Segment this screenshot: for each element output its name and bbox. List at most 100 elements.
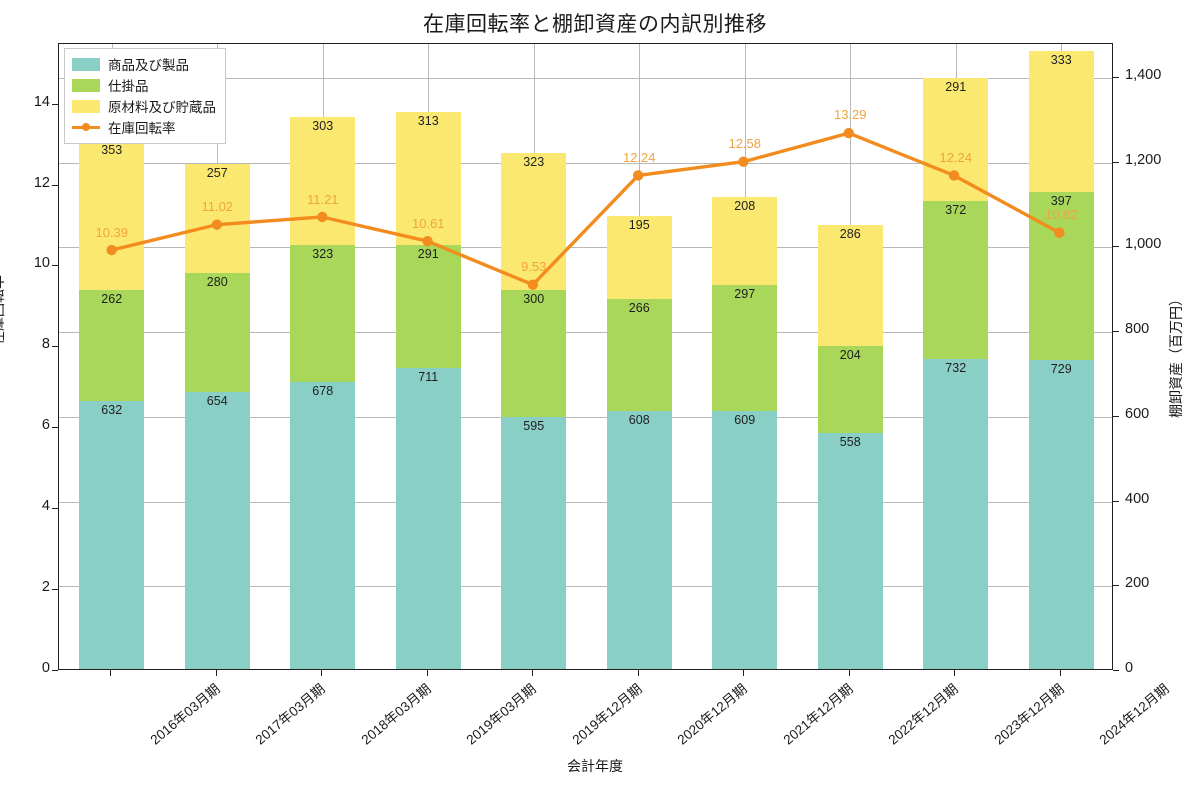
x-axis-tickmark — [1059, 670, 1061, 676]
line-value-label: 13.29 — [833, 107, 867, 123]
y-axis-right-tick-label: 200 — [1125, 575, 1150, 592]
legend-item[interactable]: 在庫回転率 — [72, 117, 216, 137]
bar-segment-wip[interactable]: 266 — [606, 298, 672, 412]
x-axis-tick-label: 2018年03月期 — [358, 681, 434, 748]
y-axis-right-tickmark — [1113, 415, 1119, 417]
bar-segment-product[interactable]: 558 — [817, 432, 883, 669]
line-series-layer — [106, 127, 1065, 290]
line-value-label: 12.58 — [728, 136, 762, 152]
plot-area: 632 262 353 654 280 257 678 323 303 711 291 313 595 3… — [58, 43, 1113, 670]
gridline-horizontal — [59, 332, 1112, 334]
legend-label: 商品及び製品 — [108, 58, 189, 73]
gridline-horizontal — [59, 501, 1112, 503]
y-axis-left-tick-label: 14 — [33, 93, 50, 110]
y-axis-left-tickmark — [52, 265, 58, 267]
bar-segment-wip[interactable]: 280 — [184, 273, 250, 392]
line-value-label: 10.61 — [411, 215, 445, 231]
bar-stack[interactable]: 558 204 286 — [817, 225, 883, 669]
y-axis-left-tick-label: 0 — [41, 660, 50, 676]
y-axis-right-tick-label: 1,200 — [1125, 151, 1162, 168]
line-point-marker[interactable] — [211, 219, 223, 230]
y-axis-right-tickmark — [1113, 500, 1119, 502]
y-axis-left-tick-label: 6 — [41, 417, 50, 434]
line-value-label: 10.39 — [95, 224, 129, 240]
y-axis-right-tickmark — [1113, 670, 1119, 671]
y-axis-left-tickmark — [52, 184, 58, 186]
legend-label: 在庫回転率 — [108, 121, 176, 136]
x-axis-tickmark — [321, 670, 323, 676]
legend-swatch-icon — [72, 57, 100, 71]
line-point-marker[interactable] — [1054, 227, 1065, 238]
y-axis-left-tickmark — [52, 103, 58, 105]
legend-label: 仕掛品 — [108, 79, 149, 94]
bar-stack[interactable]: 654 280 257 — [184, 164, 250, 669]
line-value-label: 9.53 — [521, 259, 547, 275]
bar-segment-wip[interactable]: 204 — [817, 346, 883, 433]
bar-segment-material[interactable]: 323 — [501, 153, 567, 290]
x-axis-tick-label: 2020年12月期 — [674, 681, 751, 748]
y-axis-left-title: 在庫回転率 — [0, 275, 6, 345]
line-point-marker[interactable] — [317, 211, 328, 223]
x-axis-tick-label: 2019年03月期 — [463, 681, 540, 748]
bar-segment-wip[interactable]: 372 — [923, 201, 989, 359]
legend-item[interactable]: 商品及び製品 — [72, 54, 216, 74]
turnover-line — [109, 131, 1062, 287]
bar-segment-material[interactable]: 286 — [817, 225, 883, 347]
bar-segment-product[interactable]: 654 — [184, 391, 250, 669]
x-axis-tickmark — [532, 670, 534, 676]
gridline-horizontal — [59, 77, 1112, 79]
y-axis-right-tickmark — [1113, 76, 1119, 78]
y-axis-left-tickmark — [52, 589, 58, 591]
bar-stack[interactable]: 678 323 303 — [290, 116, 356, 669]
bar-segment-product[interactable]: 732 — [923, 358, 989, 669]
y-axis-right-tickmark — [1113, 331, 1119, 333]
y-axis-left-tickmark — [52, 427, 58, 429]
y-axis-right-title: 棚卸資産（百万円） — [1168, 292, 1184, 418]
y-axis-left-tick-label: 8 — [41, 336, 50, 353]
legend-item[interactable]: 原材料及び貯蔵品 — [72, 96, 216, 116]
bar-segment-material[interactable]: 208 — [712, 197, 778, 286]
gridline-horizontal — [59, 247, 1112, 249]
x-axis-tick-label: 2024年12月期 — [1096, 681, 1173, 748]
chart-title: 在庫回転率と棚卸資産の内訳別推移 — [423, 13, 767, 36]
bar-segment-material[interactable]: 291 — [923, 78, 989, 202]
line-value-label: 12.24 — [622, 149, 656, 165]
line-point-marker[interactable] — [106, 244, 117, 256]
x-axis-tick-label: 2019年12月期 — [569, 681, 645, 748]
y-axis-right-tick-label: 1,000 — [1125, 236, 1162, 253]
y-axis-right-tick-label: 600 — [1125, 405, 1150, 422]
line-point-marker[interactable] — [843, 127, 854, 139]
y-axis-right-tick-label: 0 — [1125, 660, 1134, 676]
y-axis-left-tickmark — [52, 508, 58, 510]
bar-segment-product[interactable]: 678 — [290, 381, 356, 669]
x-axis-title: 会計年度 — [567, 758, 623, 774]
x-axis-tick-label: 2023年12月期 — [991, 681, 1067, 748]
y-axis-right-tickmark — [1113, 585, 1119, 587]
y-axis-right-tick-label: 400 — [1125, 490, 1150, 507]
y-axis-left-tickmark — [52, 670, 58, 671]
bar-segment-product[interactable]: 711 — [395, 367, 461, 669]
gridline-horizontal — [59, 586, 1112, 588]
line-value-label: 12.24 — [939, 149, 973, 165]
line-point-marker[interactable] — [738, 156, 749, 167]
line-point-marker[interactable] — [948, 170, 960, 181]
y-axis-right-tickmark — [1113, 161, 1119, 163]
bar-stack[interactable]: 732 372 291 — [923, 78, 989, 669]
legend-line-marker-icon — [72, 121, 100, 134]
y-axis-left-tick-label: 12 — [33, 174, 50, 191]
legend-item[interactable]: 仕掛品 — [72, 75, 216, 95]
line-point-marker[interactable] — [527, 279, 539, 290]
x-axis-tick-label: 2017年03月期 — [252, 681, 329, 748]
legend-swatch-icon — [72, 78, 100, 92]
bar-segment-product[interactable]: 729 — [1028, 360, 1094, 669]
y-axis-left-tick-label: 4 — [41, 498, 50, 515]
gridline-horizontal — [59, 162, 1112, 164]
line-point-marker[interactable] — [422, 235, 433, 247]
x-axis-tickmark — [426, 670, 428, 676]
chart-legend: 商品及び製品 仕掛品原材料及び貯蔵品在庫回転率 — [64, 48, 226, 144]
line-point-marker[interactable] — [632, 170, 644, 181]
bar-segment-product[interactable]: 609 — [712, 411, 778, 669]
y-axis-right-tickmark — [1113, 246, 1119, 248]
gridline-horizontal — [59, 416, 1112, 418]
